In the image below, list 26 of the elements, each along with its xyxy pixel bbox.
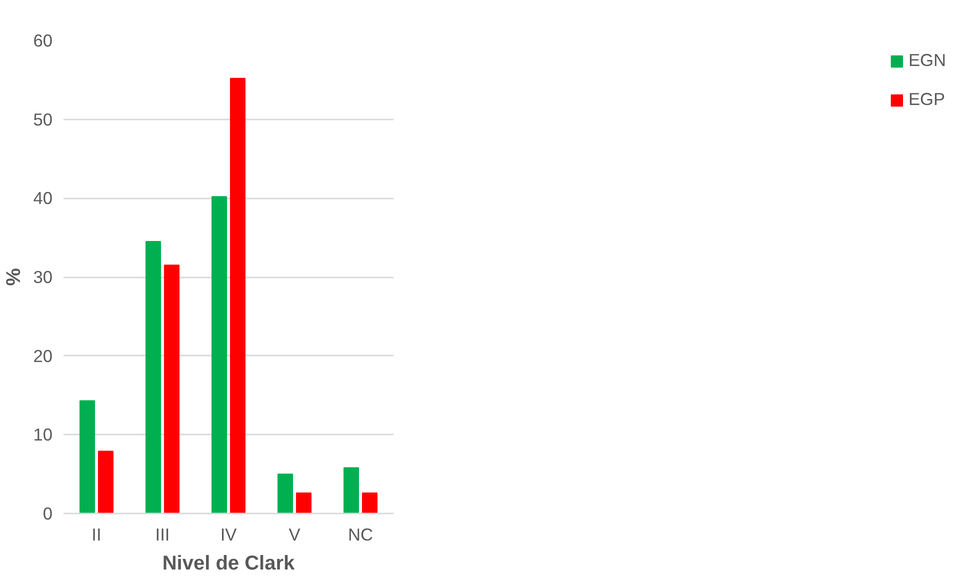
- x-tick-label: IV: [220, 524, 238, 544]
- y-tick-label: 0: [42, 504, 53, 524]
- y-tick-label: 50: [33, 109, 53, 130]
- y-tick-label: 40: [33, 188, 53, 208]
- x-tick-label: II: [92, 524, 102, 544]
- x-tick-label: NC: [348, 524, 374, 544]
- x-tick-label: III: [155, 524, 170, 544]
- y-tick-label: 10: [33, 424, 53, 445]
- bar: [98, 450, 114, 514]
- bar: [164, 264, 180, 514]
- legend-label: EGN: [908, 50, 946, 71]
- bar: [362, 492, 378, 514]
- bar: [212, 196, 228, 514]
- bar: [80, 400, 96, 514]
- y-axis-title: %: [3, 268, 26, 286]
- y-tick-label: 30: [33, 267, 53, 287]
- bar: [344, 467, 360, 514]
- y-tick-label: 20: [33, 346, 53, 366]
- x-tick-label: V: [288, 524, 301, 544]
- bar: [278, 474, 294, 514]
- bar: [146, 241, 162, 514]
- bar: [296, 492, 312, 514]
- legend-label: EGP: [908, 89, 946, 110]
- y-tick-label: 60: [33, 30, 53, 50]
- bar: [230, 78, 246, 514]
- x-axis-title: Nivel de Clark: [162, 552, 296, 574]
